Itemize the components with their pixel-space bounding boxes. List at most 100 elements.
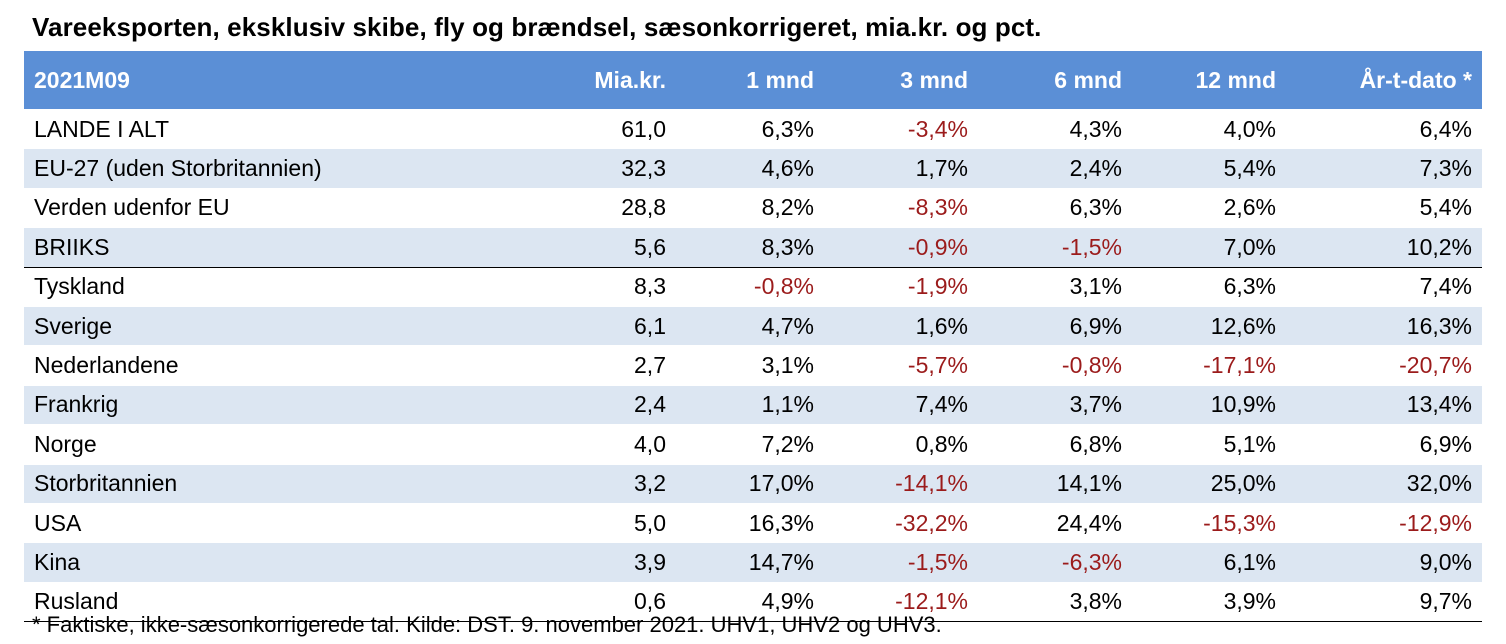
cell-6-mnd: 3,8% <box>978 582 1132 623</box>
table-row: LANDE I ALT 61,0 6,3% -3,4% 4,3% 4,0% 6,4% <box>24 108 1482 150</box>
cell-6-mnd: 24,4% <box>978 503 1132 544</box>
cell-mia-kr: 5,6 <box>506 227 676 268</box>
cell-3-mnd: 0,8% <box>824 424 978 465</box>
row-label: Norge <box>24 424 506 465</box>
cell-6-mnd: 3,1% <box>978 267 1132 307</box>
table-row: Kina 3,9 14,7% -1,5% -6,3% 6,1% 9,0% <box>24 542 1482 583</box>
cell-mia-kr: 3,9 <box>506 542 676 583</box>
cell-1-mnd: 17,0% <box>676 464 824 504</box>
cell-aar-t-dato: 7,4% <box>1286 267 1482 307</box>
cell-mia-kr: 2,4 <box>506 385 676 426</box>
cell-aar-t-dato: 10,2% <box>1286 227 1482 268</box>
cell-1-mnd: 4,9% <box>676 582 824 623</box>
cell-3-mnd: 1,7% <box>824 148 978 189</box>
cell-12-mnd: -17,1% <box>1132 345 1286 386</box>
cell-1-mnd: 14,7% <box>676 542 824 583</box>
footnote: * Faktiske, ikke-sæsonkorrigerede tal. K… <box>32 612 942 637</box>
cell-12-mnd: 5,4% <box>1132 148 1286 189</box>
table-body: LANDE I ALT 61,0 6,3% -3,4% 4,3% 4,0% 6,4% EU-2… <box>24 108 1482 623</box>
cell-aar-t-dato: 7,3% <box>1286 148 1482 189</box>
cell-3-mnd: -0,9% <box>824 227 978 268</box>
table-row: BRIIKS 5,6 8,3% -0,9% -1,5% 7,0% 10,2% <box>24 227 1482 268</box>
table-row: Rusland 0,6 4,9% -12,1% 3,8% 3,9% 9,7% <box>24 582 1482 623</box>
cell-6-mnd: 6,8% <box>978 424 1132 465</box>
table-row: Sverige 6,1 4,7% 1,6% 6,9% 12,6% 16,3% <box>24 306 1482 347</box>
row-label: Tyskland <box>24 267 506 307</box>
cell-mia-kr: 2,7 <box>506 345 676 386</box>
cell-1-mnd: 6,3% <box>676 108 824 150</box>
cell-12-mnd: 6,3% <box>1132 267 1286 307</box>
cell-6-mnd: -6,3% <box>978 542 1132 583</box>
cell-aar-t-dato: 16,3% <box>1286 306 1482 347</box>
header-6-mnd: 6 mnd <box>978 51 1132 110</box>
cell-mia-kr: 4,0 <box>506 424 676 465</box>
row-label: Kina <box>24 542 506 583</box>
cell-aar-t-dato: 32,0% <box>1286 464 1482 504</box>
cell-3-mnd: -1,9% <box>824 267 978 307</box>
row-label: USA <box>24 503 506 544</box>
row-label: Frankrig <box>24 385 506 426</box>
cell-aar-t-dato: 9,7% <box>1286 582 1482 623</box>
cell-6-mnd: 4,3% <box>978 108 1132 150</box>
cell-3-mnd: -12,1% <box>824 582 978 623</box>
cell-12-mnd: 2,6% <box>1132 188 1286 229</box>
cell-3-mnd: -8,3% <box>824 188 978 229</box>
cell-12-mnd: 25,0% <box>1132 464 1286 504</box>
row-label: Nederlandene <box>24 345 506 386</box>
cell-3-mnd: -3,4% <box>824 108 978 150</box>
cell-1-mnd: 7,2% <box>676 424 824 465</box>
cell-mia-kr: 61,0 <box>506 108 676 150</box>
cell-6-mnd: 6,9% <box>978 306 1132 347</box>
cell-aar-t-dato: -12,9% <box>1286 503 1482 544</box>
cell-12-mnd: -15,3% <box>1132 503 1286 544</box>
row-label: EU-27 (uden Storbritannien) <box>24 148 506 189</box>
cell-6-mnd: 14,1% <box>978 464 1132 504</box>
header-mia-kr: Mia.kr. <box>506 51 676 110</box>
cell-3-mnd: 7,4% <box>824 385 978 426</box>
table-row: Norge 4,0 7,2% 0,8% 6,8% 5,1% 6,9% <box>24 424 1482 465</box>
table-row: Nederlandene 2,7 3,1% -5,7% -0,8% -17,1% -20,7… <box>24 345 1482 386</box>
cell-aar-t-dato: 5,4% <box>1286 188 1482 229</box>
cell-1-mnd: 4,6% <box>676 148 824 189</box>
cell-6-mnd: 6,3% <box>978 188 1132 229</box>
row-label: Storbritannien <box>24 464 506 504</box>
table-title: Vareeksporten, eksklusiv skibe, fly og b… <box>32 12 1042 42</box>
header-3-mnd: 3 mnd <box>824 51 978 110</box>
header-12-mnd: 12 mnd <box>1132 51 1286 110</box>
cell-mia-kr: 3,2 <box>506 464 676 504</box>
cell-aar-t-dato: 6,4% <box>1286 108 1482 150</box>
cell-6-mnd: 3,7% <box>978 385 1132 426</box>
table-row: USA 5,0 16,3% -32,2% 24,4% -15,3% -12,9% <box>24 503 1482 544</box>
table-row: Frankrig 2,4 1,1% 7,4% 3,7% 10,9% 13,4% <box>24 385 1482 426</box>
cell-6-mnd: -0,8% <box>978 345 1132 386</box>
cell-3-mnd: -14,1% <box>824 464 978 504</box>
table-row: Tyskland 8,3 -0,8% -1,9% 3,1% 6,3% 7,4% <box>24 267 1482 307</box>
row-label: LANDE I ALT <box>24 108 506 150</box>
cell-3-mnd: -5,7% <box>824 345 978 386</box>
cell-1-mnd: 8,3% <box>676 227 824 268</box>
cell-1-mnd: 1,1% <box>676 385 824 426</box>
cell-mia-kr: 32,3 <box>506 148 676 189</box>
cell-mia-kr: 28,8 <box>506 188 676 229</box>
row-label: Verden udenfor EU <box>24 188 506 229</box>
cell-aar-t-dato: 6,9% <box>1286 424 1482 465</box>
cell-1-mnd: 4,7% <box>676 306 824 347</box>
header-aar-t-dato: År-t-dato * <box>1286 51 1482 110</box>
table-row: Verden udenfor EU 28,8 8,2% -8,3% 6,3% 2,6% 5,… <box>24 188 1482 229</box>
row-label: Rusland <box>24 582 506 623</box>
row-label: BRIIKS <box>24 227 506 268</box>
cell-mia-kr: 5,0 <box>506 503 676 544</box>
header-row: 2021M09 Mia.kr. 1 mnd 3 mnd 6 mnd 12 mnd… <box>24 51 1482 110</box>
header-period: 2021M09 <box>24 51 506 110</box>
cell-6-mnd: 2,4% <box>978 148 1132 189</box>
cell-3-mnd: -32,2% <box>824 503 978 544</box>
cell-mia-kr: 8,3 <box>506 267 676 307</box>
cell-12-mnd: 5,1% <box>1132 424 1286 465</box>
cell-12-mnd: 10,9% <box>1132 385 1286 426</box>
cell-12-mnd: 6,1% <box>1132 542 1286 583</box>
cell-aar-t-dato: 13,4% <box>1286 385 1482 426</box>
cell-12-mnd: 12,6% <box>1132 306 1286 347</box>
cell-1-mnd: 3,1% <box>676 345 824 386</box>
export-table: 2021M09 Mia.kr. 1 mnd 3 mnd 6 mnd 12 mnd… <box>24 51 1482 623</box>
cell-aar-t-dato: 9,0% <box>1286 542 1482 583</box>
